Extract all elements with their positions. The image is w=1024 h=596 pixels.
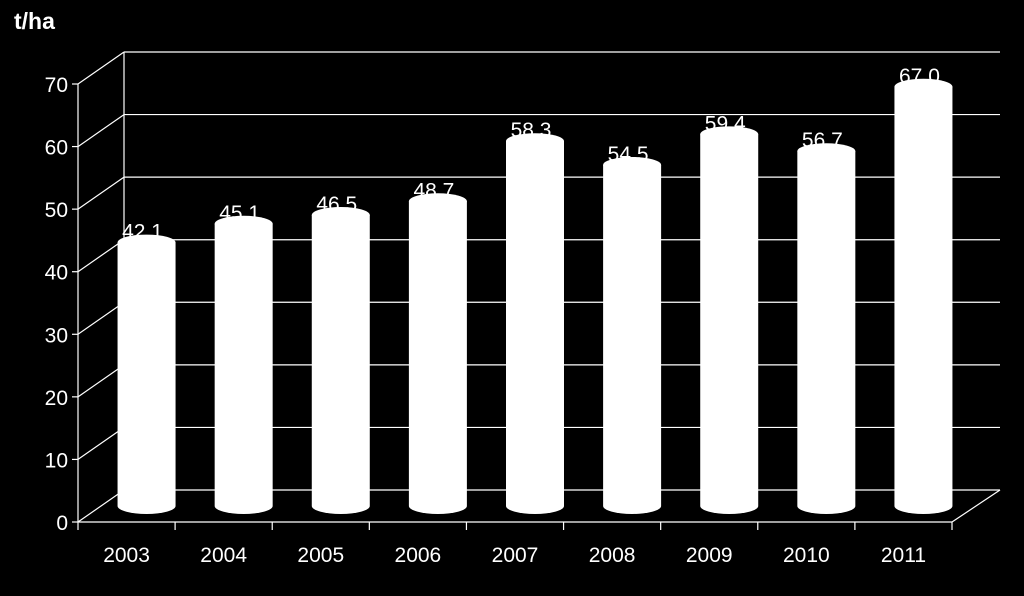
- y-axis-unit-label: t/ha: [14, 8, 55, 34]
- x-tick-label: 2005: [297, 544, 344, 567]
- bar-body: [700, 134, 759, 514]
- data-label: 58.3: [511, 119, 552, 142]
- y-tick-label: 40: [45, 262, 68, 285]
- x-tick-label: 2004: [200, 544, 247, 567]
- bar: [408, 193, 467, 514]
- data-label: 67.0: [899, 65, 940, 88]
- y-tick-label: 20: [45, 387, 68, 410]
- x-tick-label: 2007: [492, 544, 539, 567]
- x-tick-label: 2008: [589, 544, 636, 567]
- gridline-side: [77, 176, 125, 210]
- bar: [894, 78, 953, 514]
- gridline-side: [77, 489, 125, 523]
- bar-body: [311, 215, 370, 515]
- data-label: 46.5: [316, 193, 357, 216]
- data-label: 59.4: [705, 112, 746, 135]
- bar: [214, 215, 273, 514]
- bar-top: [894, 78, 953, 95]
- y-tick-label: 0: [56, 512, 68, 535]
- gridline-side: [77, 301, 125, 335]
- y-tick-label: 30: [45, 324, 68, 347]
- data-labels: 42.1 45.1 46.5 48.7 58.3 54.5 59.4 56.7 67.0: [122, 65, 940, 244]
- bar-body: [894, 86, 953, 514]
- bar: [117, 234, 176, 514]
- bar: [311, 207, 370, 515]
- x-tick-label: 2010: [783, 544, 830, 567]
- x-tick-label: 2011: [881, 544, 926, 567]
- y-tick-label: 60: [45, 137, 68, 160]
- bars: [117, 78, 953, 515]
- bar-body: [506, 141, 564, 515]
- data-label: 45.1: [219, 202, 260, 225]
- bar-body: [117, 242, 176, 514]
- bar-top: [117, 234, 176, 251]
- bar-top: [506, 133, 564, 150]
- data-label: 56.7: [802, 129, 843, 152]
- bar-top: [311, 207, 370, 224]
- y-tick-label: 70: [45, 74, 68, 97]
- bar: [506, 133, 564, 515]
- bar-top: [603, 156, 662, 173]
- data-label: 48.7: [413, 179, 454, 202]
- bar-body: [603, 164, 662, 514]
- y-tick-label: 50: [45, 199, 68, 222]
- bar: [603, 156, 662, 514]
- x-tick-label: 2006: [395, 544, 442, 567]
- data-label: 54.5: [608, 143, 649, 166]
- bar: [797, 143, 856, 514]
- bar-top: [700, 126, 759, 143]
- gridline-side: [77, 51, 125, 85]
- x-tick-labels: 2003 2004 2005 2006 2007 2008 2009 2010 2011: [103, 544, 926, 567]
- gridline-side: [77, 426, 125, 460]
- floor-right-edge: [951, 489, 1001, 523]
- gridline-side: [77, 114, 125, 148]
- bar-body: [797, 151, 856, 514]
- gridline-side: [77, 364, 125, 398]
- y-tick-labels: 0 10 20 30 40 50 60 70: [45, 74, 68, 535]
- gridline-side: [77, 239, 125, 273]
- bar-top: [408, 193, 467, 210]
- bar-top: [797, 143, 856, 160]
- bar-body: [214, 223, 273, 514]
- bar-body: [408, 201, 467, 514]
- x-tick-label: 2003: [103, 544, 150, 567]
- bar: [700, 126, 759, 514]
- bar-top: [214, 215, 273, 232]
- y-tick-label: 10: [45, 449, 68, 472]
- x-tick-label: 2009: [686, 544, 733, 567]
- data-label: 42.1: [122, 221, 163, 244]
